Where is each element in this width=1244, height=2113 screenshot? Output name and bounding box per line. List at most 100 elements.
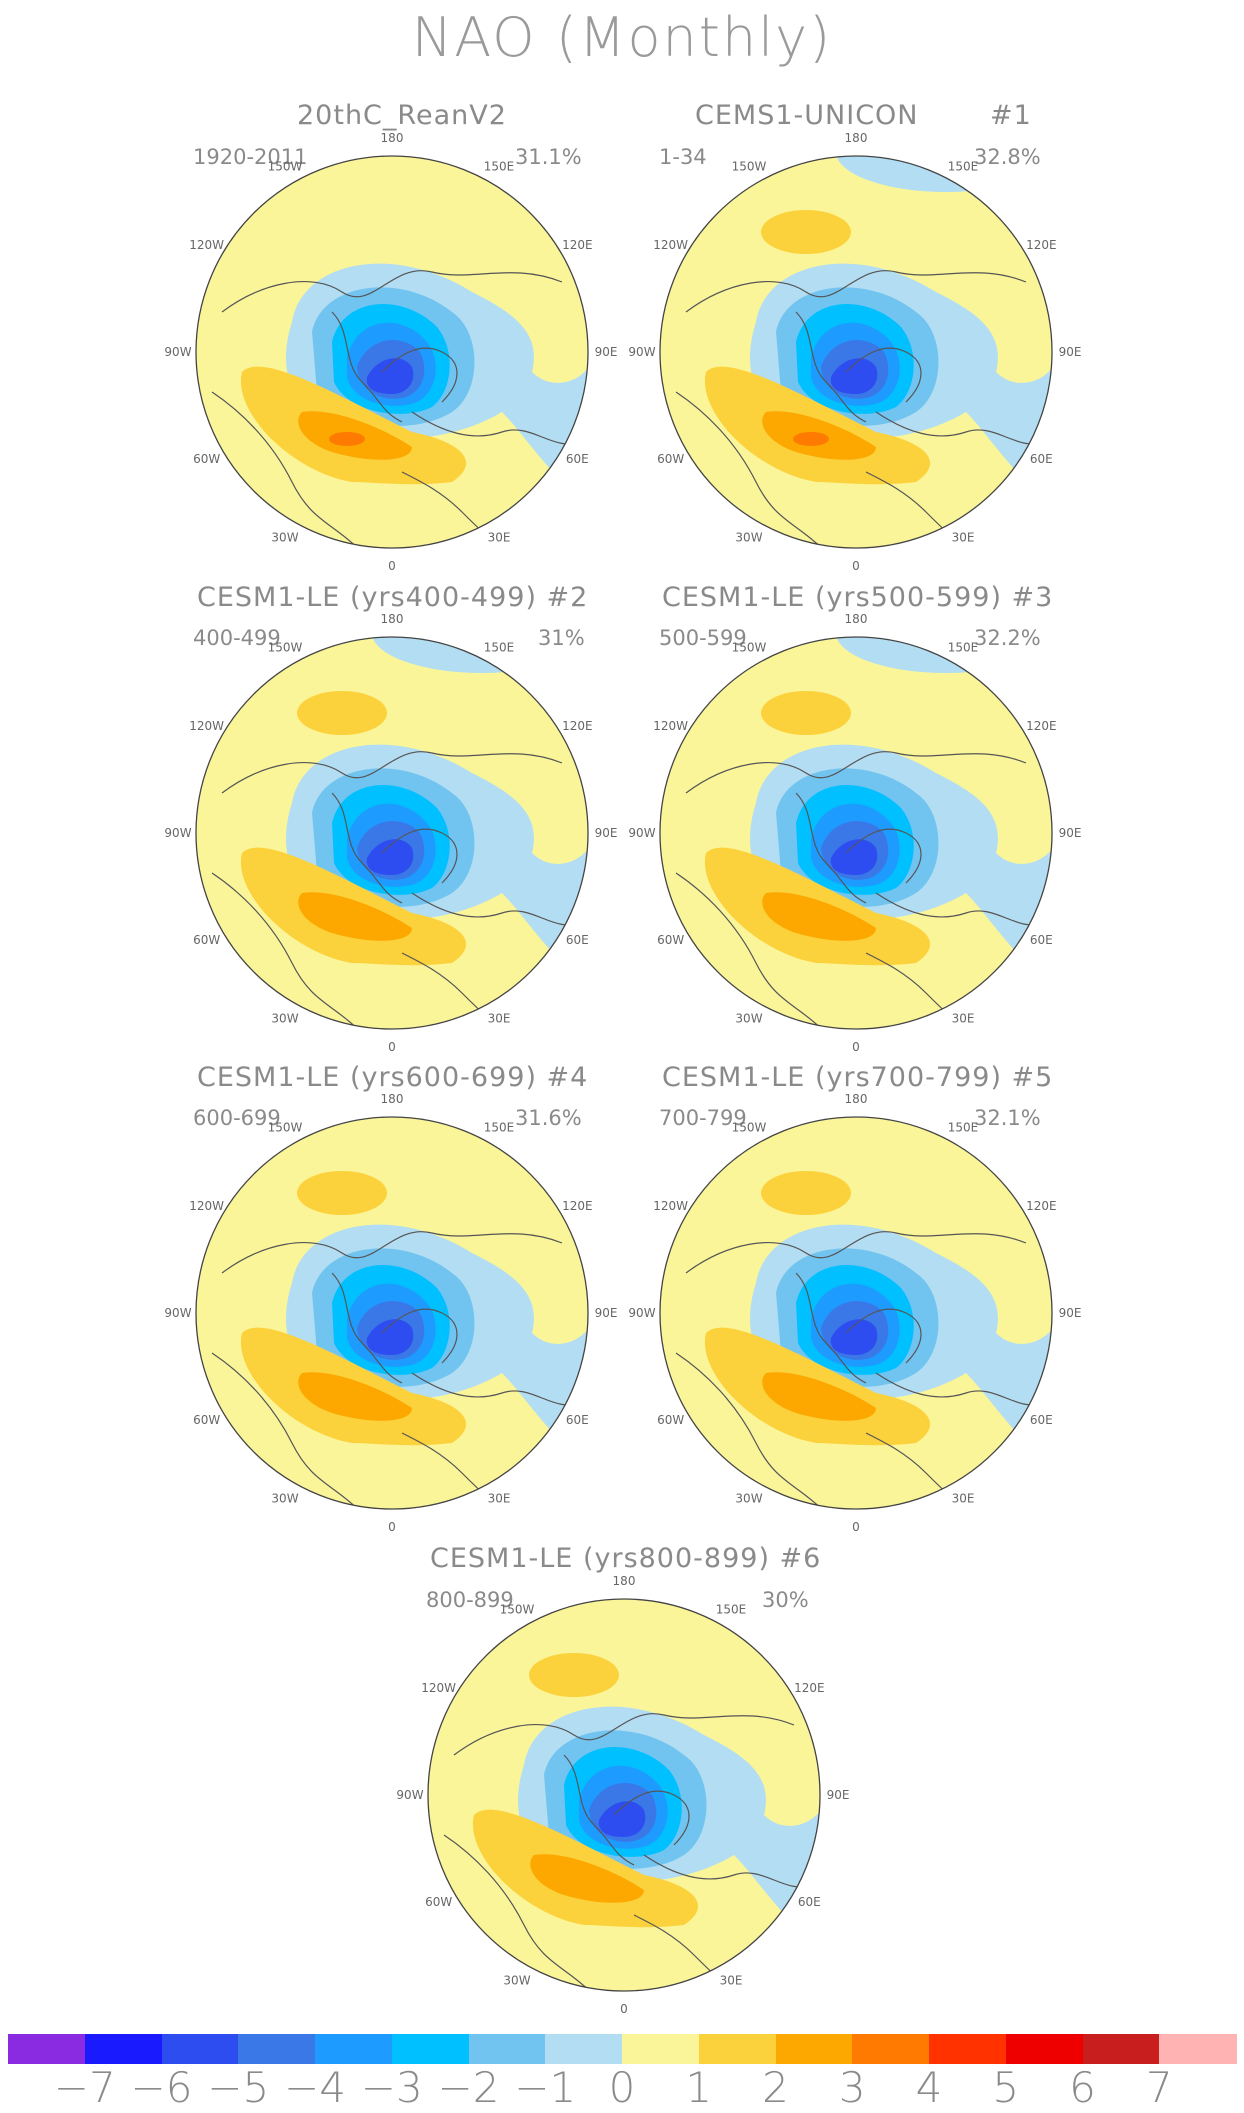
colorbar-label: −6 xyxy=(130,2063,193,2112)
field-negative-core xyxy=(366,1319,414,1355)
coastline xyxy=(331,1272,403,1384)
field-negative-core xyxy=(598,1801,646,1837)
panel-title: CESM1-LE (yrs700-799) #5 xyxy=(662,1062,1054,1093)
longitude-label: 120W xyxy=(189,238,224,252)
longitude-label: 0 xyxy=(852,1040,860,1054)
longitude-label: 90W xyxy=(628,345,655,359)
coastline xyxy=(845,347,922,403)
coastline xyxy=(221,751,563,794)
panel-title: CESM1-LE (yrs600-699) #4 xyxy=(197,1062,589,1093)
longitude-label: 30E xyxy=(720,1973,743,1987)
colorbar-swatch xyxy=(698,2034,776,2064)
longitude-label: 180 xyxy=(845,1092,868,1106)
map-field xyxy=(660,156,1052,548)
colorbar-label: −2 xyxy=(437,2063,500,2112)
colorbar-swatch xyxy=(1159,2034,1237,2064)
longitude-label: 30E xyxy=(952,530,975,544)
field-positive-core xyxy=(329,432,365,446)
coastline xyxy=(411,892,583,926)
longitude-label: 90W xyxy=(628,1306,655,1320)
coastline xyxy=(221,270,563,313)
longitude-label: 30E xyxy=(488,530,511,544)
longitude-label: 150W xyxy=(268,1121,303,1135)
field-negative-core xyxy=(366,358,414,394)
longitude-label: 90W xyxy=(164,345,191,359)
longitude-label: 0 xyxy=(388,559,396,573)
panel-period: 600-699 xyxy=(193,1106,281,1130)
panel-period: 700-799 xyxy=(659,1106,747,1130)
map-field xyxy=(196,1117,588,1509)
longitude-label: 150E xyxy=(484,641,515,655)
colorbar-swatch xyxy=(238,2034,316,2064)
longitude-label: 30W xyxy=(735,1491,762,1505)
field-negative-core xyxy=(830,358,878,394)
panel-variance: 31.6% xyxy=(515,1106,582,1130)
longitude-label: 60E xyxy=(566,452,589,466)
longitude-label: 30W xyxy=(271,530,298,544)
colorbar-swatch xyxy=(545,2034,623,2064)
longitude-label: 30W xyxy=(735,1011,762,1025)
coastline xyxy=(381,828,458,884)
longitude-label: 30E xyxy=(952,1491,975,1505)
colorbar-label: 1 xyxy=(685,2063,713,2112)
coastline xyxy=(211,872,363,1029)
longitude-label: 0 xyxy=(620,2002,628,2016)
coastline xyxy=(845,828,922,884)
longitude-label: 150E xyxy=(948,1121,979,1135)
colorbar-label: −5 xyxy=(207,2063,270,2112)
panel-variance: 32.1% xyxy=(974,1106,1041,1130)
longitude-label: 60W xyxy=(657,1413,684,1427)
longitude-label: 0 xyxy=(388,1520,396,1534)
longitude-label: 120E xyxy=(794,1681,825,1695)
colorbar-label: 6 xyxy=(1069,2063,1096,2112)
longitude-label: 60E xyxy=(1030,933,1053,947)
colorbar-swatch xyxy=(315,2034,393,2064)
longitude-label: 120E xyxy=(562,719,593,733)
longitude-label: 60E xyxy=(1030,452,1053,466)
coastline xyxy=(685,270,1027,313)
longitude-label: 150E xyxy=(716,1603,747,1617)
panel-title: CESM1-LE (yrs400-499) #2 xyxy=(197,582,589,613)
map-border xyxy=(195,1116,589,1510)
coastline xyxy=(795,1272,867,1384)
longitude-label: 150E xyxy=(484,160,515,174)
longitude-label: 90E xyxy=(1059,1306,1082,1320)
longitude-label: 120E xyxy=(562,1199,593,1213)
coastline xyxy=(381,347,458,403)
coastline xyxy=(331,311,403,423)
panel-variance: 30% xyxy=(762,1588,809,1612)
field-negative-core xyxy=(830,1319,878,1355)
coastline xyxy=(453,1713,795,1756)
longitude-label: 180 xyxy=(613,1574,636,1588)
map-border xyxy=(659,155,1053,549)
longitude-label: 180 xyxy=(845,612,868,626)
field-positive-strong xyxy=(530,1854,644,1903)
longitude-label: 90W xyxy=(164,826,191,840)
longitude-label: 150W xyxy=(268,160,303,174)
longitude-label: 30W xyxy=(503,1973,530,1987)
map-border xyxy=(195,636,589,1030)
panel-period: 400-499 xyxy=(193,626,281,650)
coastline xyxy=(381,1308,458,1364)
longitude-label: 30E xyxy=(488,1491,511,1505)
coastline xyxy=(875,892,1047,926)
map-border xyxy=(659,636,1053,1030)
colorbar-swatch xyxy=(84,2034,162,2064)
colorbar-label: 3 xyxy=(838,2063,866,2112)
colorbar-swatch xyxy=(929,2034,1007,2064)
coastline xyxy=(211,391,363,548)
longitude-label: 150E xyxy=(484,1121,515,1135)
longitude-label: 150E xyxy=(948,160,979,174)
panel-period: 500-599 xyxy=(659,626,747,650)
longitude-label: 180 xyxy=(381,612,404,626)
coastline xyxy=(685,751,1027,794)
longitude-label: 30E xyxy=(488,1011,511,1025)
longitude-label: 30W xyxy=(735,530,762,544)
field-positive xyxy=(761,691,851,735)
colorbar-label: 5 xyxy=(992,2063,1020,2112)
coastline xyxy=(563,1754,635,1866)
longitude-label: 0 xyxy=(388,1040,396,1054)
coastline xyxy=(875,411,1047,445)
colorbar-swatch xyxy=(391,2034,469,2064)
